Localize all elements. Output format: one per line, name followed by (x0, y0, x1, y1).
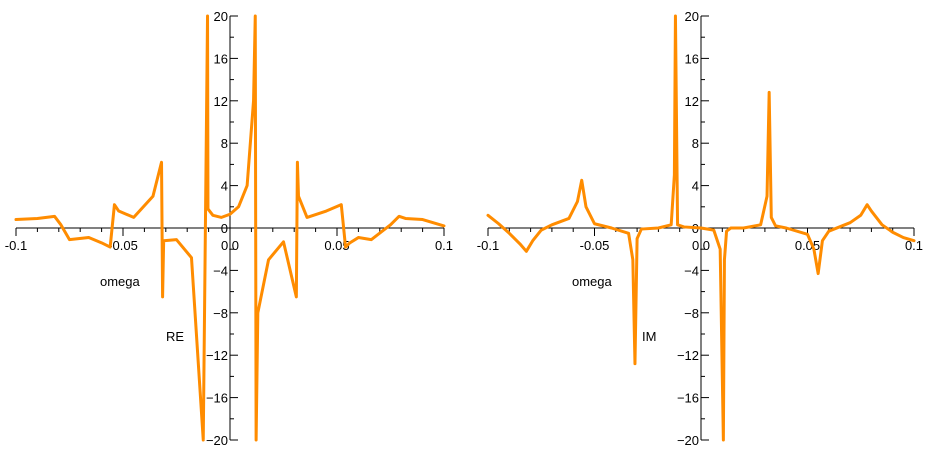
x-axis-label: omega (572, 274, 613, 289)
y-tick-label: 0 (221, 221, 228, 236)
x-tick-label: 0.0 (692, 238, 710, 253)
series-line (14, 14, 446, 442)
y-tick-label: −20 (677, 433, 699, 448)
x-tick-label: 0.05 (324, 238, 349, 253)
y-tick-label: 8 (221, 136, 228, 151)
y-tick-label: −12 (206, 348, 228, 363)
y-tick-label: 12 (685, 94, 699, 109)
y-tick-label: −4 (213, 263, 228, 278)
y-tick-label: 20 (214, 9, 228, 24)
x-tick-label: -0.1 (5, 238, 27, 253)
x-tick-label: 0.0 (221, 238, 239, 253)
y-tick-label: −16 (677, 391, 699, 406)
y-tick-label: 4 (221, 179, 228, 194)
x-tick-label: 0.05 (795, 238, 820, 253)
y-tick-label: 8 (692, 136, 699, 151)
y-tick-label: 16 (214, 51, 228, 66)
y-tick-label: −4 (684, 263, 699, 278)
x-tick-label: 0.1 (435, 238, 453, 253)
y-axis-label: IM (642, 329, 656, 344)
y-tick-label: 12 (214, 94, 228, 109)
x-tick-label: 0.1 (905, 238, 923, 253)
x-tick-label: -0.05 (108, 238, 138, 253)
y-tick-label: 16 (685, 51, 699, 66)
y-tick-label: −8 (213, 306, 228, 321)
x-tick-label: -0.05 (580, 238, 610, 253)
y-tick-label: −8 (684, 306, 699, 321)
series-line (486, 14, 916, 442)
y-tick-label: −12 (677, 348, 699, 363)
y-tick-label: 4 (692, 179, 699, 194)
x-axis-label: omega (100, 274, 141, 289)
y-tick-label: −20 (206, 433, 228, 448)
y-tick-label: −16 (206, 391, 228, 406)
x-tick-label: -0.1 (477, 238, 499, 253)
y-tick-label: 20 (685, 9, 699, 24)
y-axis-label: RE (166, 329, 184, 344)
